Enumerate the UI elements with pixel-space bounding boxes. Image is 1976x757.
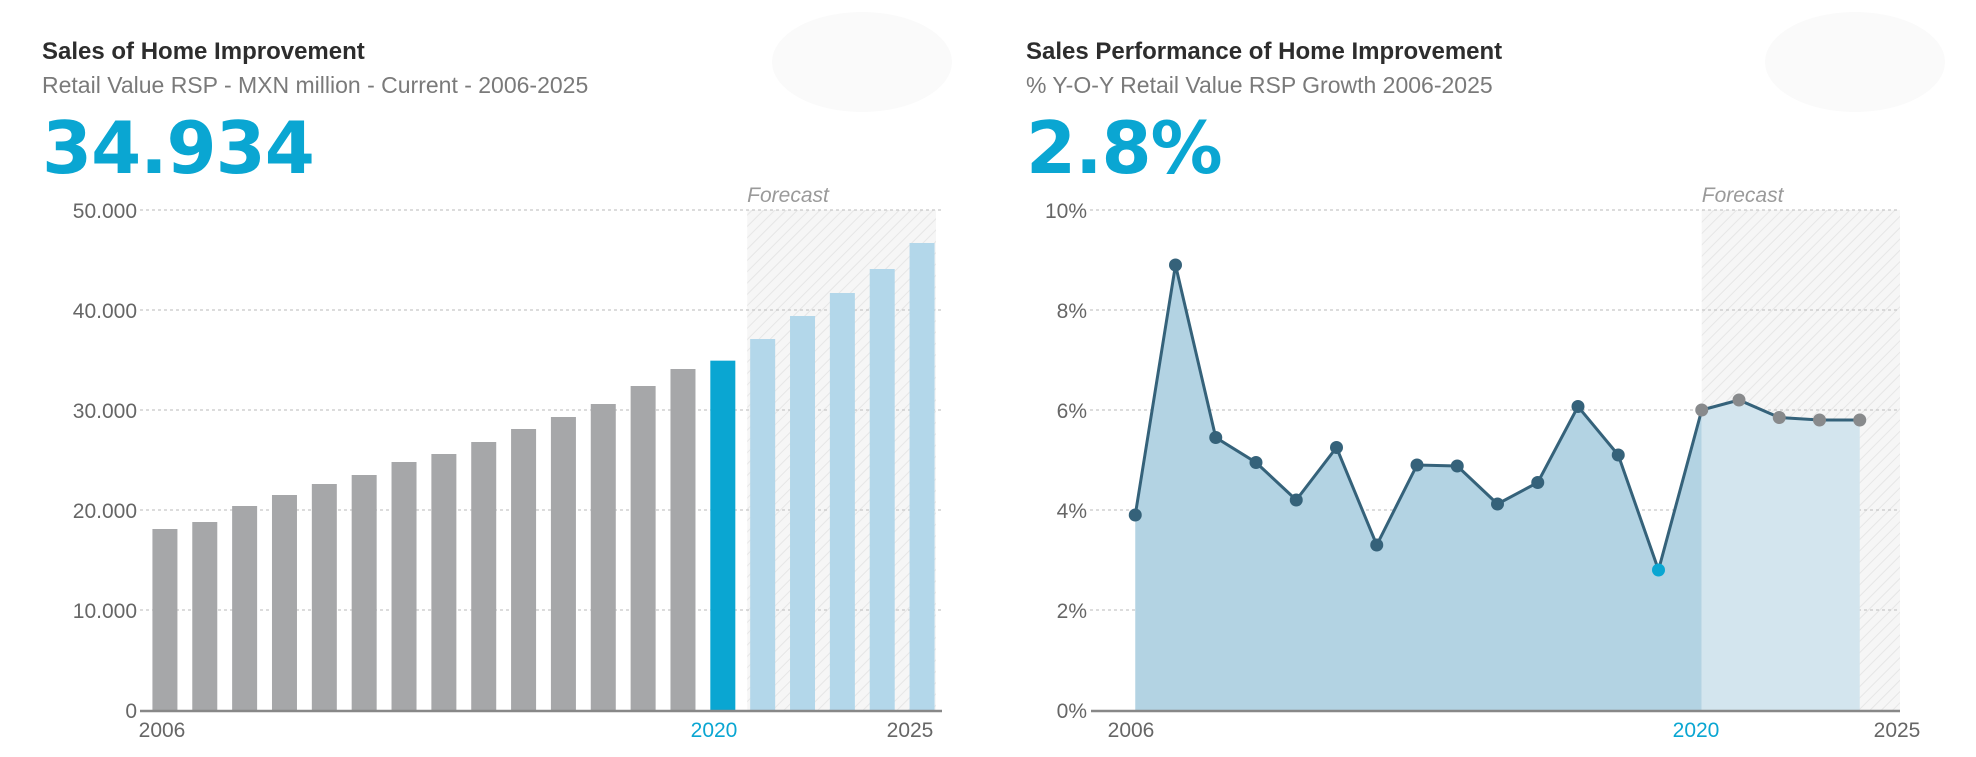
growth-chart-subtitle: % Y-O-Y Retail Value RSP Growth 2006-202… — [1026, 72, 1493, 98]
y-tick-label: 0% — [1057, 700, 1087, 723]
point-2023 — [1772, 411, 1786, 424]
bar-2013 — [431, 454, 457, 710]
y-tick-label: 20.000 — [73, 500, 137, 523]
bar-2023 — [829, 293, 855, 710]
bar-2006 — [152, 529, 178, 710]
point-2020 — [1652, 563, 1665, 577]
point-2007 — [1128, 508, 1142, 522]
sales-chart-panel: Sales of Home Improvement Retail Value R… — [0, 0, 980, 757]
point-2016 — [1491, 497, 1504, 511]
growth-kpi-value: 2.8% — [1026, 106, 1223, 190]
bar-2014 — [471, 442, 497, 710]
point-2021 — [1695, 403, 1709, 417]
forecast-label: Forecast — [747, 184, 830, 207]
bar-2008 — [232, 506, 258, 710]
line-chart: Forecast 0% 2% 4% 6% 8% 10% 2006 2020 2025 — [1045, 184, 1920, 742]
x-tick-label: 2006 — [1108, 719, 1155, 742]
growth-chart-panel: Sales Performance of Home Improvement % … — [985, 0, 1976, 757]
x-tick-label: 2020 — [691, 719, 738, 742]
point-2025 — [1853, 413, 1867, 427]
point-2024 — [1813, 413, 1826, 427]
point-2017 — [1531, 476, 1545, 489]
point-2019 — [1611, 448, 1625, 462]
bar-2024 — [869, 269, 895, 710]
y-tick-label: 10% — [1045, 200, 1087, 223]
bar-2018 — [630, 386, 656, 710]
x-tick-label: 2020 — [1673, 719, 1720, 742]
bar-2017 — [590, 404, 616, 710]
point-2014 — [1410, 458, 1424, 472]
point-2013 — [1370, 538, 1384, 552]
bar-2020 — [710, 360, 736, 710]
y-tick-label: 8% — [1057, 300, 1087, 323]
bar-2016 — [550, 417, 576, 710]
bar-chart: Forecast 0 10.000 20.000 30.000 40.000 50.000 2… — [73, 184, 942, 742]
x-tick-label: 2006 — [139, 719, 186, 742]
history-area — [1135, 265, 1702, 710]
point-2010 — [1249, 456, 1263, 469]
bar-2025 — [909, 243, 935, 710]
y-tick-label: 4% — [1057, 500, 1087, 523]
x-tick-label: 2025 — [887, 719, 934, 742]
y-tick-label: 40.000 — [73, 300, 137, 323]
bar-2011 — [351, 475, 377, 710]
forecast-area — [1701, 400, 1860, 710]
y-tick-label: 0 — [125, 700, 137, 723]
bar-2012 — [391, 462, 417, 710]
point-2018 — [1571, 400, 1585, 413]
bar-2009 — [271, 495, 297, 710]
y-tick-label: 2% — [1057, 600, 1087, 623]
point-2012 — [1330, 441, 1343, 454]
sales-kpi-value: 34.934 — [42, 106, 315, 190]
point-2022 — [1732, 393, 1746, 407]
y-tick-label: 30.000 — [73, 400, 137, 423]
bar-2021 — [750, 339, 776, 710]
bar-2019 — [670, 369, 696, 710]
decorative-blob — [772, 12, 952, 112]
sales-chart-title: Sales of Home Improvement — [42, 38, 365, 65]
point-2015 — [1450, 459, 1464, 473]
y-tick-label: 50.000 — [73, 200, 137, 223]
y-tick-label: 10.000 — [73, 600, 137, 623]
y-tick-label: 6% — [1057, 400, 1087, 423]
decorative-blob — [1765, 12, 1945, 112]
sales-chart-subtitle: Retail Value RSP - MXN million - Current… — [42, 72, 589, 98]
bar-2015 — [511, 429, 537, 710]
x-tick-label: 2025 — [1874, 719, 1921, 742]
point-2008 — [1169, 258, 1182, 272]
point-2009 — [1209, 431, 1223, 444]
forecast-label: Forecast — [1702, 184, 1785, 207]
growth-chart-title: Sales Performance of Home Improvement — [1026, 38, 1503, 65]
bar-2007 — [192, 522, 218, 710]
bar-2022 — [790, 316, 816, 710]
bar-2010 — [311, 484, 337, 710]
point-2011 — [1289, 493, 1303, 507]
